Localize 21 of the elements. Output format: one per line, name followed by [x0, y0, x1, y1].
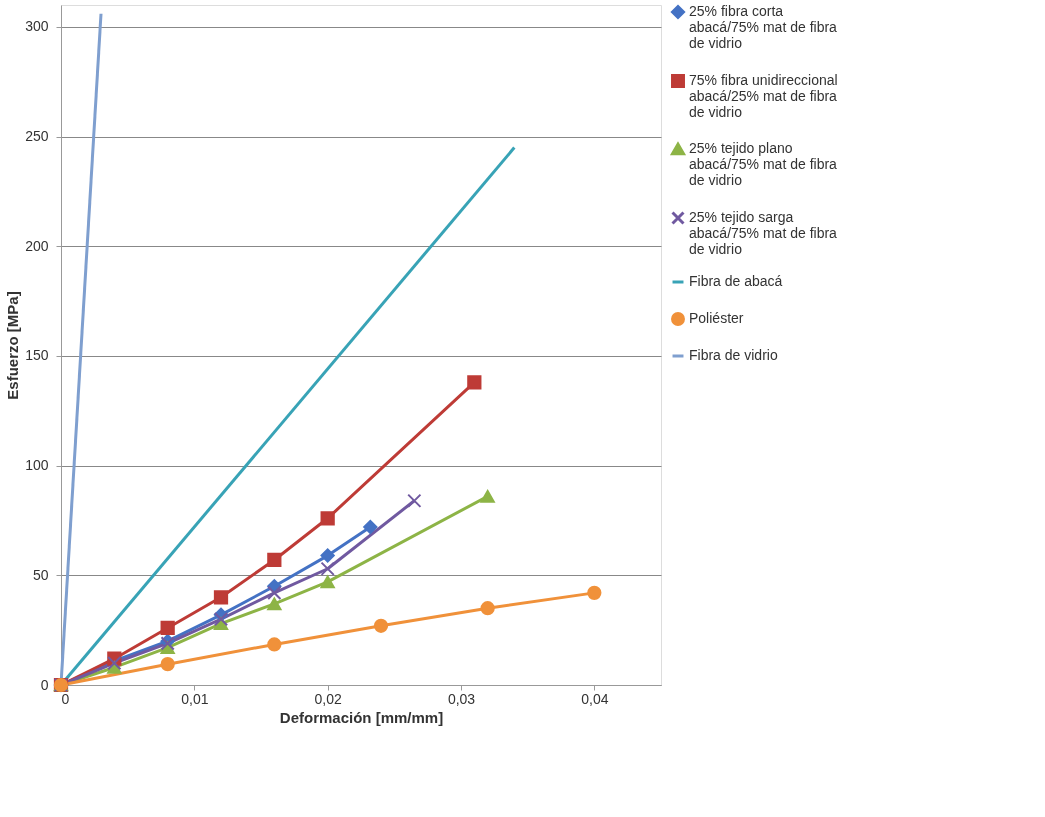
y-tick-label: 200 — [25, 237, 49, 254]
legend-label: 25% tejido plano abacá/75% mat de fibra de vidrio — [689, 140, 838, 188]
y-tick-label: 50 — [32, 566, 49, 583]
x-tick-label: 0 — [61, 690, 70, 707]
legend-label: Poliéster — [689, 310, 744, 326]
y-tick-label: 0 — [40, 676, 49, 693]
x-tick-label: 0,01 — [181, 690, 209, 707]
legend-label: Fibra de vidrio — [689, 347, 778, 363]
y-tick-label: 150 — [25, 347, 49, 364]
x-tick-label: 0,02 — [314, 690, 342, 707]
legend-label: Fibra de abacá — [689, 273, 783, 289]
legend-label: 75% fibra unidireccional abacá/25% mat de fibra de vidrio — [689, 72, 838, 120]
y-tick-label: 300 — [25, 18, 49, 35]
x-tick-label: 0,03 — [447, 690, 476, 707]
x-axis-title: Deformación [mm/mm] — [279, 708, 444, 726]
legend-label: 25% fibra corta abacá/75% mat de fibra de vidrio — [689, 3, 838, 51]
y-tick-label: 100 — [25, 457, 49, 474]
y-axis-title: Esfuerzo [MPa] — [4, 291, 22, 400]
legend-label: 25% tejido sarga abacá/75% mat de fibra de vidrio — [689, 209, 838, 257]
x-tick-label: 0,04 — [581, 690, 609, 707]
y-tick-label: 250 — [25, 128, 49, 145]
